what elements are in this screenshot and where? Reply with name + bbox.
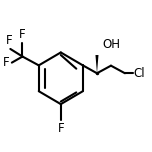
Text: F: F	[6, 34, 13, 47]
Text: Cl: Cl	[133, 67, 145, 80]
Text: F: F	[57, 122, 64, 135]
Text: F: F	[19, 28, 26, 41]
Polygon shape	[95, 55, 98, 73]
Text: OH: OH	[102, 38, 120, 51]
Text: F: F	[2, 56, 9, 69]
